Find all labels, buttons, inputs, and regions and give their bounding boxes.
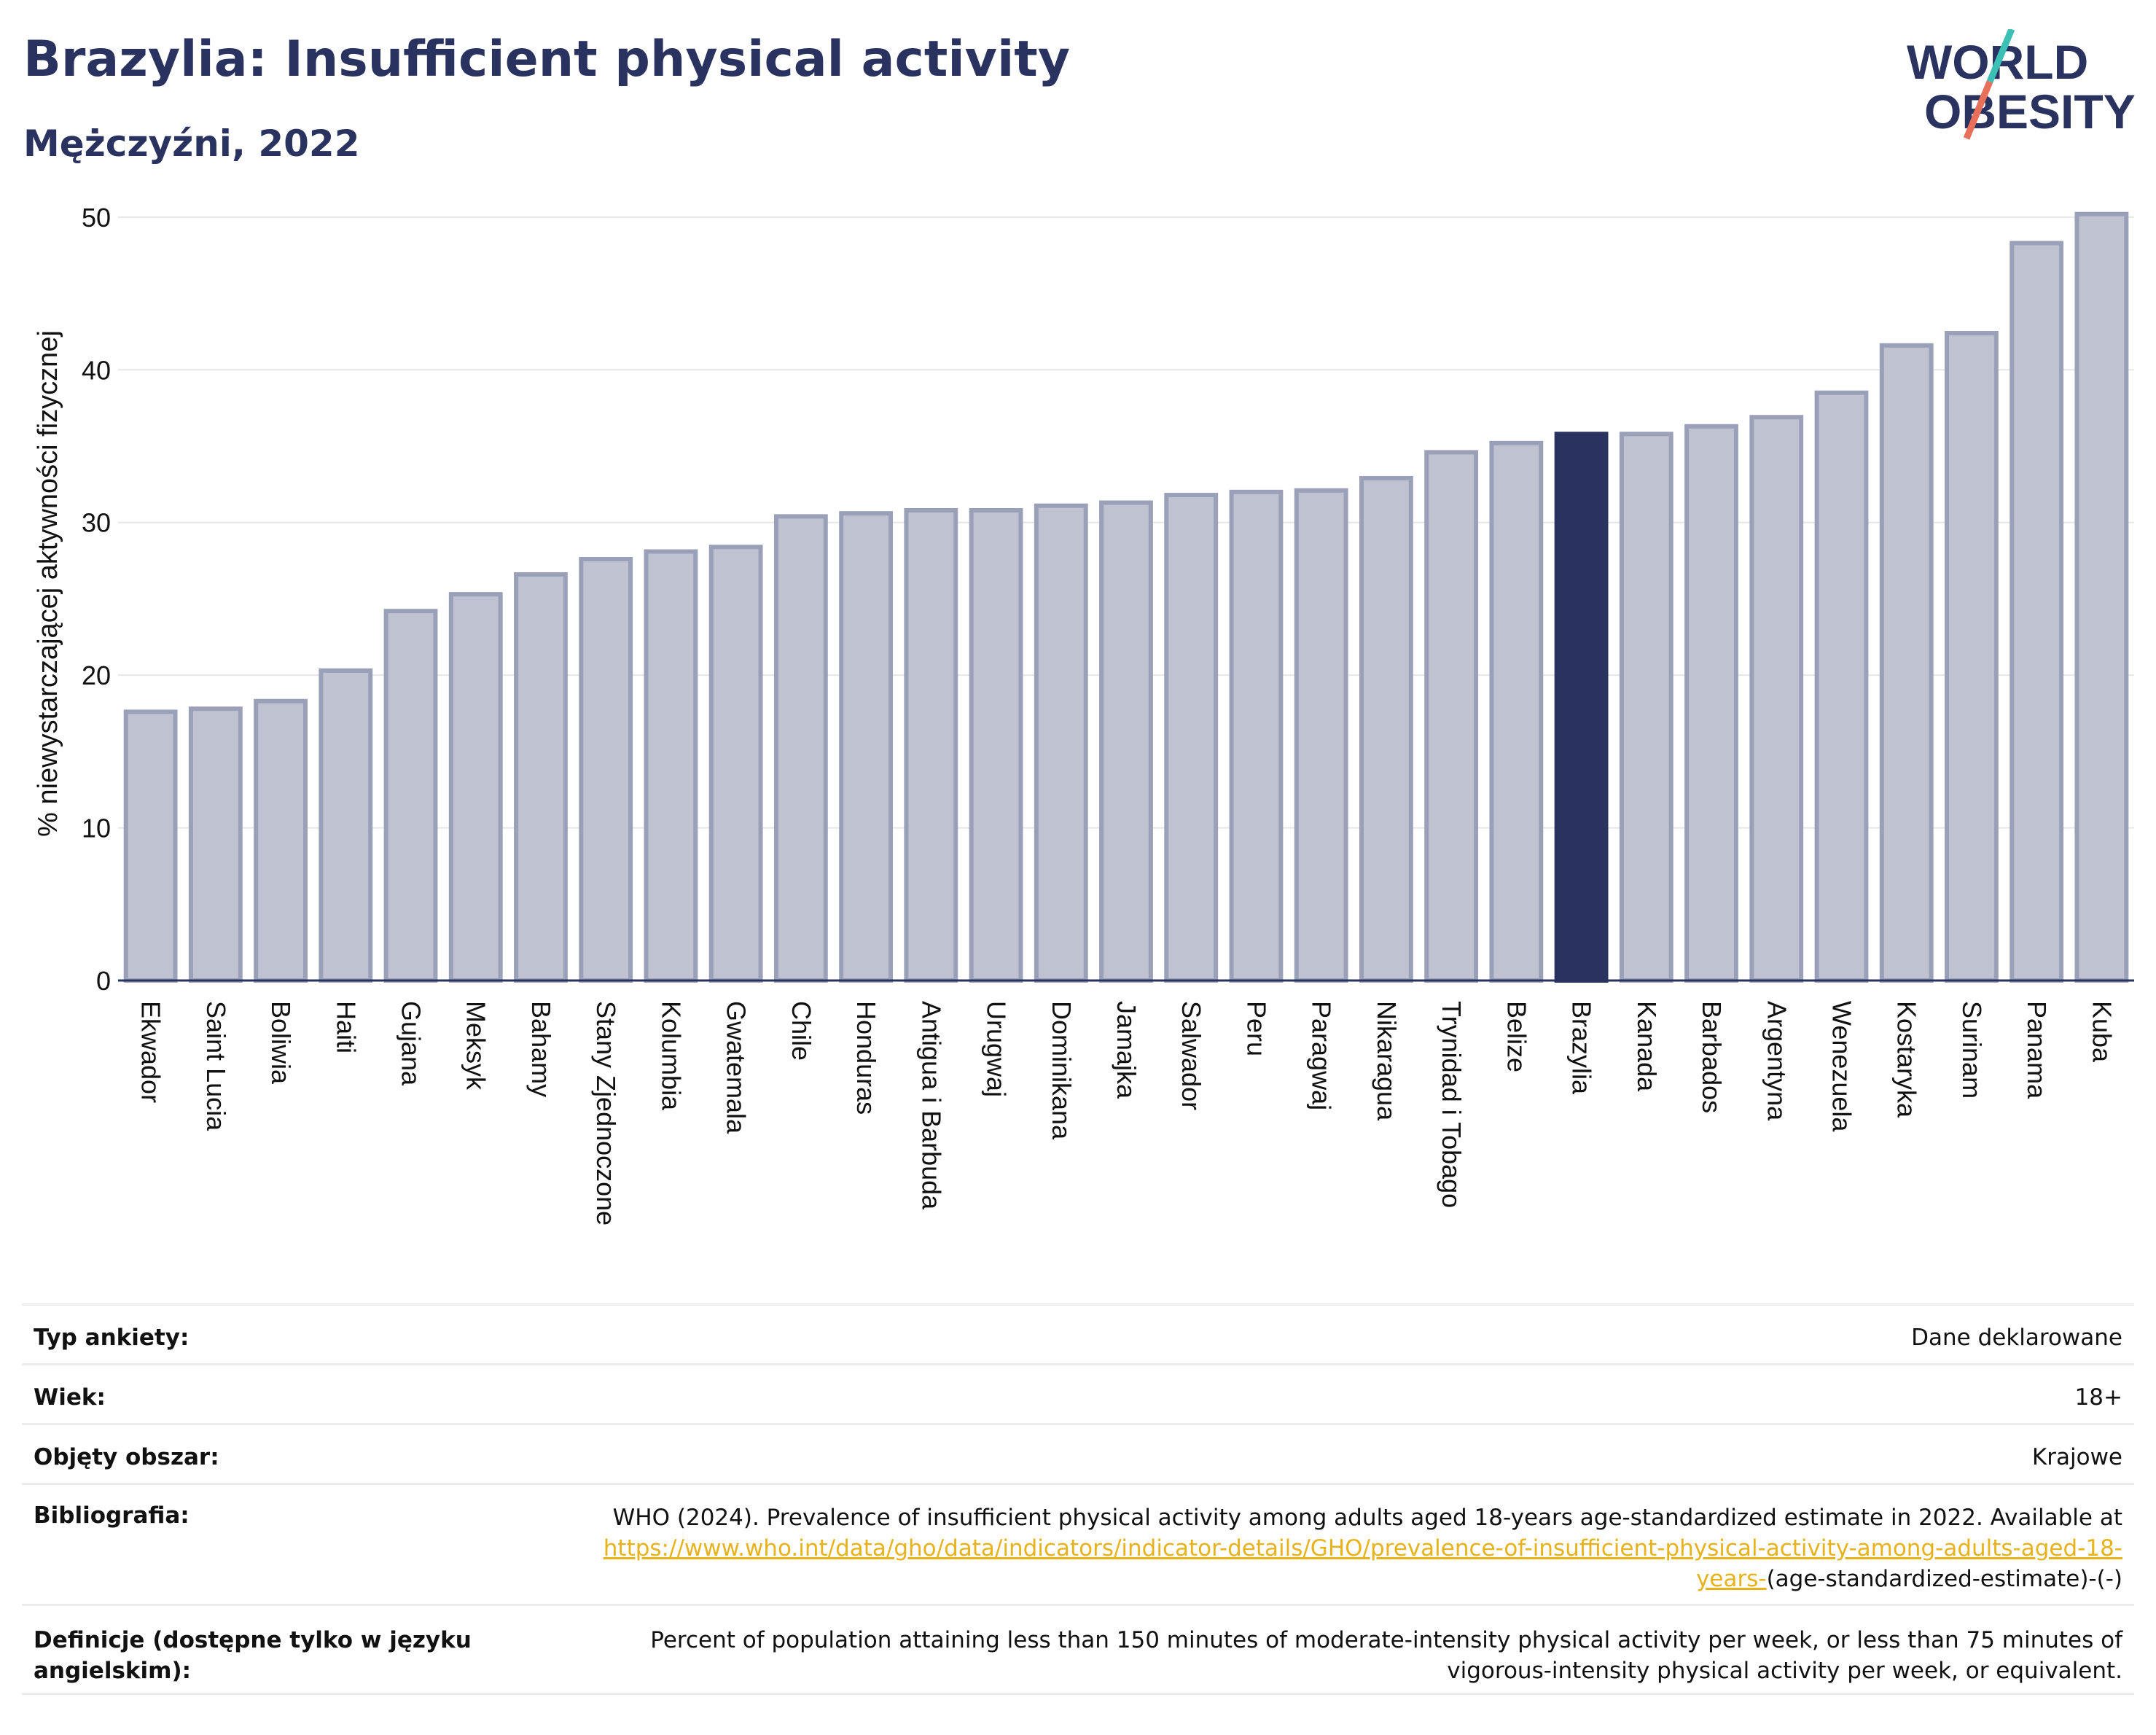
bar-trynidad-i-tobago: [1424, 450, 1479, 983]
bar-chile: [773, 514, 828, 983]
logo-line2: OBESITY: [1924, 85, 2136, 139]
bar-belize: [1489, 440, 1544, 983]
y-tick-label: 0: [96, 966, 111, 996]
world-obesity-logo: WORLD OBESITY: [1907, 29, 2136, 140]
bar-bahamy: [514, 572, 568, 983]
x-tick-label: Kostaryka: [1892, 1001, 1922, 1118]
x-tick-label: Honduras: [851, 1001, 881, 1115]
table-row: Wiek: 18+: [22, 1363, 2134, 1424]
info-table: Typ ankiety: Dane deklarowane Wiek: 18+ …: [22, 1303, 2134, 1695]
x-tick-label: Kanada: [1632, 1001, 1662, 1092]
biblio-label: Bibliografia:: [22, 1483, 541, 1605]
bar-kostaryka: [1879, 343, 1934, 983]
bar-salwador: [1164, 493, 1219, 983]
x-tick-label: Meksyk: [461, 1001, 491, 1091]
table-row: Definicje (dostępne tylko w języku angie…: [22, 1604, 2134, 1695]
bar-stany-zjednoczone: [579, 556, 633, 983]
bar-chart: 0 10 20 30 40 50 Ekwador Saint Lucia Boliwia Hai…: [33, 203, 2134, 1225]
x-tick-label: Kuba: [2087, 1001, 2117, 1063]
x-tick-label: Nikaragua: [1372, 1001, 1402, 1121]
logo-slash-coral: [1963, 80, 1993, 140]
bar-saint-lucia: [188, 706, 243, 983]
x-tick-label: Trynidad i Tobago: [1437, 1001, 1466, 1208]
x-tick-label: Argentyna: [1762, 1001, 1792, 1121]
bar-gujana: [383, 609, 438, 983]
x-tick-label: Belize: [1501, 1001, 1531, 1072]
biblio-value: WHO (2024). Prevalence of insufficient p…: [541, 1483, 2134, 1605]
x-tick-label: Peru: [1241, 1001, 1271, 1056]
x-tick-label: Brazylia: [1567, 1001, 1597, 1095]
x-axis-labels: Ekwador Saint Lucia Boliwia Haiti Gujana Meks…: [136, 1001, 2117, 1225]
age-label: Wiek:: [22, 1363, 541, 1424]
bar-wenezuela: [1814, 390, 1869, 983]
x-tick-label: Bahamy: [526, 1001, 556, 1097]
y-axis-title: % niewystarczającej aktywności fizycznej: [33, 330, 63, 837]
definition-label: Definicje (dostępne tylko w języku angie…: [22, 1604, 541, 1695]
x-tick-label: Urugwaj: [982, 1001, 1012, 1097]
area-value: Krajowe: [541, 1423, 2134, 1484]
x-tick-label: Jamajka: [1112, 1001, 1141, 1099]
bar-gwatemala: [708, 545, 763, 983]
x-tick-label: Chile: [786, 1001, 816, 1061]
biblio-suffix: (age-standardized-estimate)-(-): [1766, 1566, 2122, 1592]
bar-ekwador: [123, 709, 178, 983]
x-tick-label: Barbados: [1697, 1001, 1727, 1113]
table-row: Bibliografia: WHO (2024). Prevalence of …: [22, 1483, 2134, 1605]
table-row: Typ ankiety: Dane deklarowane: [22, 1303, 2134, 1365]
y-tick-label: 20: [82, 660, 111, 690]
bar-argentyna: [1749, 415, 1804, 983]
bar-paragwaj: [1294, 488, 1348, 983]
bar-haiti: [319, 668, 373, 983]
bar-kuba: [2074, 211, 2129, 983]
x-tick-label: Dominikana: [1047, 1001, 1077, 1140]
bar-boliwia: [254, 698, 308, 983]
x-tick-label: Ekwador: [136, 1001, 166, 1103]
y-tick-label: 50: [82, 203, 111, 233]
bar-honduras: [839, 511, 894, 983]
y-tick-label: 40: [82, 355, 111, 385]
bar-dominikana: [1034, 503, 1088, 983]
x-tick-label: Gujana: [397, 1001, 426, 1086]
survey-type-label: Typ ankiety:: [22, 1303, 541, 1365]
x-tick-label: Panama: [2022, 1001, 2052, 1099]
bar-barbados: [1684, 424, 1738, 983]
bar-panama: [2009, 241, 2064, 983]
bar-jamajka: [1099, 500, 1153, 983]
x-tick-label: Stany Zjednoczone: [591, 1001, 621, 1225]
age-value: 18+: [541, 1363, 2134, 1424]
x-tick-label: Wenezuela: [1827, 1001, 1856, 1132]
x-tick-label: Paragwaj: [1307, 1001, 1337, 1110]
area-label: Objęty obszar:: [22, 1423, 541, 1484]
x-tick-label: Salwador: [1176, 1001, 1206, 1110]
bar-kolumbia: [644, 549, 698, 983]
logo-slash-teal: [1986, 29, 2015, 83]
definition-value: Percent of population attaining less tha…: [541, 1604, 2134, 1695]
x-tick-label: Haiti: [331, 1001, 361, 1053]
bar-surinam: [1945, 331, 1999, 983]
bar-kanada: [1619, 432, 1673, 983]
biblio-link[interactable]: https://www.who.int/data/gho/data/indica…: [603, 1535, 2122, 1592]
biblio-text: WHO (2024). Prevalence of insufficient p…: [612, 1505, 2122, 1531]
x-tick-label: Gwatemala: [722, 1001, 751, 1134]
y-tick-label: 30: [82, 508, 111, 538]
bar-brazylia: [1554, 432, 1609, 983]
bar-peru: [1229, 489, 1284, 983]
x-tick-label: Saint Lucia: [201, 1001, 231, 1131]
bar-urugwaj: [969, 507, 1023, 983]
y-axis-ticks: 0 10 20 30 40 50: [82, 203, 111, 996]
bar-meksyk: [448, 592, 503, 983]
bar-antigua-i-barbuda: [904, 507, 958, 983]
page-title: Brazylia: Insufficient physical activity: [23, 31, 1071, 88]
x-tick-label: Boliwia: [266, 1001, 296, 1085]
table-row: Objęty obszar: Krajowe: [22, 1423, 2134, 1484]
x-tick-label: Kolumbia: [656, 1001, 686, 1111]
x-tick-label: Antigua i Barbuda: [916, 1001, 946, 1210]
x-tick-label: Surinam: [1957, 1001, 1987, 1099]
survey-type-value: Dane deklarowane: [541, 1303, 2134, 1365]
bars: [123, 211, 2129, 983]
bar-nikaragua: [1359, 475, 1413, 983]
page-subtitle: Mężczyźni, 2022: [23, 122, 360, 165]
y-tick-label: 10: [82, 814, 111, 843]
